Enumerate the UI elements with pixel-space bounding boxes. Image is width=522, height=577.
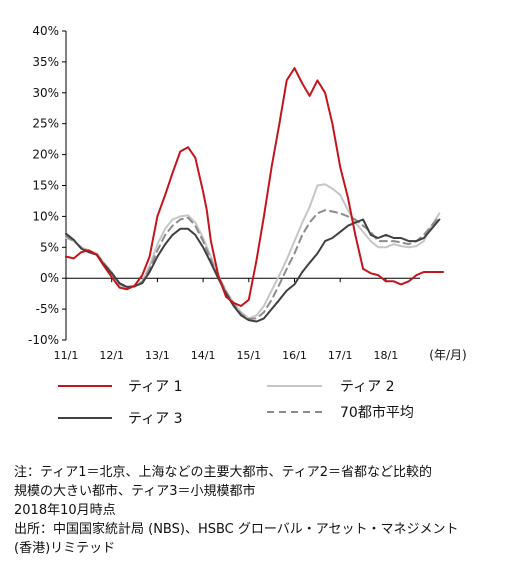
y-tick-label: -10% bbox=[28, 333, 59, 347]
y-tick-label: 10% bbox=[32, 209, 59, 223]
y-tick-label: -5% bbox=[36, 302, 59, 316]
y-tick-label: 35% bbox=[32, 55, 59, 69]
line-chart: -10% -5% 0% 5% 10% 15% 20% 25% 30% 35% 40% 11/1 12/… bbox=[28, 24, 467, 427]
x-tick-label: 12/1 bbox=[99, 349, 124, 362]
legend-label-2: ティア 2 bbox=[340, 379, 395, 395]
x-axis: 11/1 12/1 13/1 14/1 15/1 16/1 17/1 18/1 (年/月) bbox=[54, 277, 467, 362]
x-tick-label: 18/1 bbox=[374, 349, 399, 362]
y-tick-label: 0% bbox=[40, 271, 59, 285]
y-tick-label: 15% bbox=[32, 179, 59, 193]
x-axis-unit-label: (年/月) bbox=[429, 348, 466, 362]
series-line-1 bbox=[65, 67, 444, 307]
series-line-4 bbox=[65, 209, 441, 320]
x-tick-label: 13/1 bbox=[145, 349, 170, 362]
note-line: 2018年10月時点 bbox=[14, 503, 116, 518]
y-tick-label: 30% bbox=[32, 86, 59, 100]
y-tick-label: 20% bbox=[32, 148, 59, 162]
y-tick-label: 25% bbox=[32, 117, 59, 131]
series-layer bbox=[65, 67, 444, 323]
y-tick-label: 5% bbox=[40, 240, 59, 254]
note-line: (香港)リミテッド bbox=[14, 541, 116, 556]
x-tick-label: 17/1 bbox=[328, 349, 353, 362]
chart-area: -10% -5% 0% 5% 10% 15% 20% 25% 30% 35% 40% 11/1 12/… bbox=[28, 24, 467, 427]
x-tick-label: 11/1 bbox=[54, 349, 79, 362]
legend-label-1: ティア 1 bbox=[128, 379, 183, 395]
legend-label-4: 70都市平均 bbox=[340, 404, 414, 421]
legend-label-3: ティア 3 bbox=[128, 411, 183, 427]
series-line-2 bbox=[65, 183, 441, 320]
x-tick-label: 16/1 bbox=[282, 349, 307, 362]
note-line: 注：ティア1＝北京、上海などの主要大都市、ティア2＝省都など比較的 bbox=[14, 465, 432, 480]
note-line: 出所：中国国家統計局 (NBS)、HSBC グローバル・アセット・マネジメント bbox=[14, 522, 459, 537]
y-tick-label: 40% bbox=[32, 24, 59, 38]
series-line-3 bbox=[65, 218, 441, 323]
legend: ティア 1 ティア 2 ティア 3 70都市平均 bbox=[58, 379, 414, 427]
footnotes: 注：ティア1＝北京、上海などの主要大都市、ティア2＝省都など比較的 規模の大きい… bbox=[14, 463, 514, 558]
note-line: 規模の大きい都市、ティア3＝小規模都市 bbox=[14, 484, 256, 499]
x-tick-label: 14/1 bbox=[191, 349, 216, 362]
x-tick-label: 15/1 bbox=[236, 349, 261, 362]
y-axis: -10% -5% 0% 5% 10% 15% 20% 25% 30% 35% 40% bbox=[28, 24, 67, 347]
